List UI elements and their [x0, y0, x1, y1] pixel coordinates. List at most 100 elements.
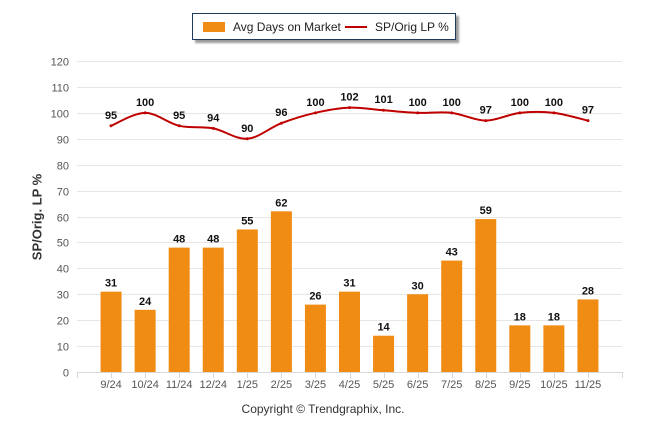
line-point: [245, 137, 249, 141]
bar: [543, 325, 565, 372]
bar-value-label: 48: [173, 234, 185, 246]
line-value-label: 97: [582, 105, 594, 117]
x-tick-label: 9/24: [100, 379, 121, 391]
y-tick-label: 0: [63, 368, 69, 380]
line-value-label: 95: [173, 110, 185, 122]
bar-value-label: 31: [105, 278, 117, 290]
bar: [236, 229, 258, 372]
bar-value-label: 26: [309, 291, 321, 303]
line-value-label: 94: [207, 112, 220, 124]
line-point: [143, 111, 147, 115]
bar: [509, 325, 531, 372]
line-value-label: 100: [511, 97, 529, 109]
line-point: [382, 108, 386, 112]
bar: [339, 291, 360, 372]
bar-value-label: 43: [446, 247, 458, 259]
y-tick-label: 20: [57, 316, 69, 328]
line-value-label: 97: [480, 105, 492, 117]
bar-value-label: 28: [582, 285, 594, 297]
bar: [441, 260, 463, 372]
x-tick-label: 1/25: [237, 379, 258, 391]
copyright-text: Copyright © Trendgraphix, Inc.: [241, 402, 405, 416]
bar-series: [100, 211, 599, 372]
line-value-label: 101: [374, 94, 392, 106]
bar-value-label: 24: [139, 296, 152, 308]
line-value-label: 95: [105, 110, 117, 122]
grid-lines: [77, 61, 622, 373]
bar-value-label: 48: [207, 234, 219, 246]
x-tick-label: 7/25: [441, 379, 462, 391]
line-value-label: 96: [275, 107, 287, 119]
line-point: [348, 106, 351, 110]
line-value-label: 100: [443, 97, 461, 109]
x-tick-label: 3/25: [305, 379, 326, 391]
bar: [373, 335, 395, 372]
legend-label-line: SP/Orig LP %: [375, 19, 449, 34]
y-tick-label: 30: [57, 290, 69, 302]
line-point: [177, 124, 181, 128]
bar: [270, 211, 292, 372]
line-series: [109, 106, 590, 141]
x-tick-label: 12/24: [199, 379, 227, 391]
y-tick-label: 40: [57, 264, 69, 276]
x-tick-label: 10/24: [131, 379, 159, 391]
x-tick-label: 2/25: [271, 379, 292, 391]
bar-value-label: 18: [514, 311, 526, 323]
y-tick-label: 50: [57, 238, 69, 250]
legend-label-bar: Avg Days on Market: [233, 19, 341, 34]
x-axis: 9/24 10/24 11/24 12/24 1/25 2/25 3/25 4/25 5/25 6…: [77, 372, 623, 391]
line-value-label: 100: [136, 97, 154, 109]
bar-value-label: 18: [548, 311, 560, 323]
line-value-label: 100: [545, 97, 563, 109]
line-value-label: 100: [408, 97, 426, 109]
y-tick-label: 60: [57, 213, 69, 225]
legend-item-bar[interactable]: Avg Days on Market: [203, 14, 341, 39]
line-point: [279, 121, 283, 125]
data-labels: 31 24 48 48 55 62 26 31 14 30 43 59 18 18 28 95 100 95 94 9…: [105, 92, 594, 334]
bar: [134, 309, 156, 372]
y-axis-title: SP/Orig. LP %: [29, 173, 45, 261]
bar: [475, 219, 497, 372]
y-tick-label: 100: [51, 109, 69, 121]
y-axis: 0 10 20 30 40 50 60 70 80 90 100 110 120: [51, 57, 69, 380]
line-point: [552, 111, 556, 115]
bar-value-label: 14: [377, 322, 390, 334]
x-tick-label: 5/25: [373, 379, 394, 391]
bar: [304, 304, 326, 372]
line-point: [450, 111, 454, 115]
y-tick-label: 90: [57, 135, 69, 147]
bar-value-label: 31: [343, 278, 355, 290]
line-value-label: 90: [241, 123, 253, 135]
line-value-label: 102: [340, 92, 358, 104]
bar: [577, 299, 599, 372]
y-tick-label: 10: [57, 342, 69, 354]
bar: [407, 294, 429, 372]
line-swatch-icon: [345, 25, 367, 28]
bar-value-label: 62: [275, 197, 287, 209]
y-tick-label: 120: [51, 57, 69, 69]
bar-value-label: 30: [412, 280, 424, 292]
x-tick-label: 11/25: [575, 379, 602, 391]
y-tick-label: 70: [57, 187, 69, 199]
line-point: [586, 119, 590, 123]
line-point: [313, 111, 317, 115]
legend-item-line[interactable]: SP/Orig LP %: [345, 14, 449, 39]
legend: Avg Days on Market SP/Orig LP %: [192, 13, 456, 40]
x-tick-label: 6/25: [407, 379, 428, 391]
line-point: [518, 111, 522, 115]
x-tick-label: 9/25: [509, 379, 530, 391]
x-tick-label: 4/25: [339, 379, 360, 391]
bar: [202, 247, 224, 372]
line-point: [416, 111, 420, 115]
x-tick-label: 11/24: [166, 379, 193, 391]
x-tick-label: 8/25: [475, 379, 496, 391]
bar-value-label: 55: [241, 215, 253, 227]
line-point: [484, 119, 488, 123]
bar-value-label: 59: [480, 205, 492, 217]
bar: [100, 291, 122, 372]
line-point: [211, 126, 215, 130]
line-point: [109, 124, 113, 128]
bar-swatch-icon: [203, 21, 225, 32]
y-tick-label: 110: [51, 83, 69, 95]
